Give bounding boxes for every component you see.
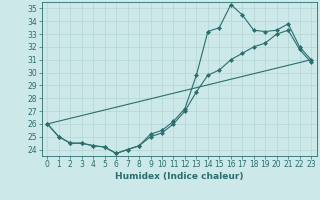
X-axis label: Humidex (Indice chaleur): Humidex (Indice chaleur) [115, 172, 244, 181]
